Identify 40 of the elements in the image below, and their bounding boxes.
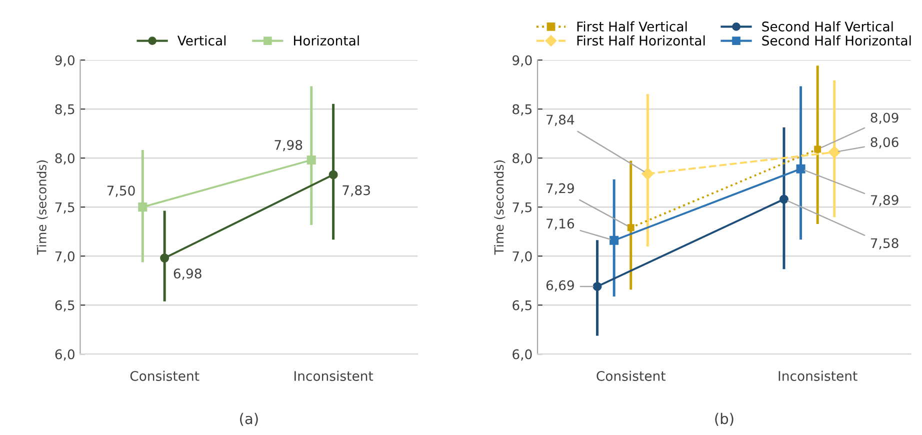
y-tick-label: 8,0	[55, 153, 74, 165]
y-tick-label: 7,5	[55, 202, 74, 214]
y-tick-label: 7,5	[512, 202, 532, 214]
legend-label: Horizontal	[294, 35, 359, 46]
x-tick-label: Inconsistent	[294, 370, 374, 381]
y-tick-label: 7,0	[512, 251, 532, 263]
data-label: 7,89	[870, 195, 898, 206]
legend-label: Vertical	[177, 35, 226, 46]
legend-label: First Half Horizontal	[577, 35, 705, 46]
x-tick-label: Inconsistent	[778, 370, 858, 381]
y-tick-label: 8,5	[512, 104, 532, 116]
data-label: 8,09	[870, 112, 898, 124]
y-tick-label: 6,0	[55, 349, 74, 361]
y-tick-label: 7,0	[55, 251, 74, 263]
data-label: 6,69	[546, 280, 574, 292]
y-tick-label: 6,5	[512, 300, 532, 312]
x-tick-label: Consistent	[130, 370, 200, 381]
legend-label: Second Half Horizontal	[762, 35, 911, 46]
data-label: 6,98	[174, 268, 202, 280]
data-label: 7,84	[546, 114, 574, 126]
legend-label: First Half Vertical	[577, 21, 687, 32]
data-label: 7,58	[870, 238, 898, 250]
data-label: 7,29	[546, 183, 574, 195]
legend-label: Second Half Vertical	[762, 21, 893, 32]
text: (b)	[715, 412, 734, 426]
y-axis-title: Time (seconds)	[494, 160, 506, 255]
data-label: 7,16	[546, 218, 574, 230]
y-tick-label: 6,0	[512, 349, 532, 361]
y-tick-label: 8,0	[512, 153, 532, 165]
y-axis-title: Time (seconds)	[36, 160, 48, 255]
data-label: 7,98	[274, 140, 302, 152]
data-label: 7,83	[342, 185, 370, 197]
y-tick-label: 9,0	[55, 55, 74, 67]
x-tick-label: Consistent	[596, 370, 666, 381]
data-label: 7,50	[107, 186, 135, 197]
text: (a)	[240, 412, 258, 426]
data-label: 8,06	[870, 137, 898, 149]
y-tick-label: 6,5	[55, 300, 74, 312]
y-tick-label: 8,5	[55, 104, 74, 116]
y-tick-label: 9,0	[512, 55, 532, 67]
